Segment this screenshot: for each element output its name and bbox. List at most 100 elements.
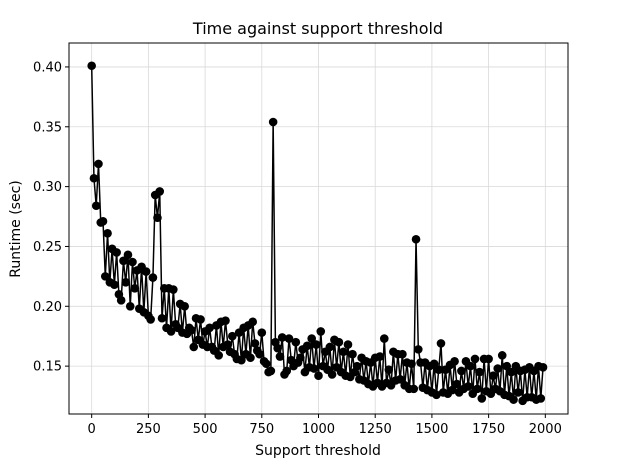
data-point [282, 366, 292, 376]
data-point [484, 354, 493, 364]
data-point [125, 301, 135, 311]
data-point [448, 385, 457, 395]
data-point [123, 250, 133, 260]
data-point [87, 61, 96, 71]
data-point [407, 359, 416, 369]
axes-ticks: 0 250 500 750 1000 1250 1500 1750 2000 0.15 0.20 0.… [33, 60, 562, 437]
data-point [348, 349, 357, 359]
data-point [450, 357, 459, 366]
data-point [497, 351, 507, 360]
data-point [314, 371, 323, 381]
y-tick-label: 0.20 [33, 300, 62, 315]
data-point [221, 316, 230, 325]
y-tick-label: 0.25 [33, 240, 62, 255]
x-tick-label: 1000 [302, 422, 335, 437]
data-point [466, 361, 475, 371]
data-point [309, 364, 319, 373]
data-point [94, 159, 103, 169]
data-point [375, 352, 385, 361]
data-point [146, 315, 155, 324]
y-tick-label: 0.30 [33, 180, 62, 195]
data-point [98, 217, 108, 226]
data-point [429, 359, 439, 369]
data-point [214, 351, 223, 360]
data-point [307, 334, 317, 343]
data-point [257, 328, 267, 337]
data-point [296, 353, 305, 363]
data-point [538, 363, 548, 372]
x-tick-label: 500 [193, 422, 218, 437]
data-point [237, 355, 246, 365]
data-point [432, 390, 441, 400]
data-point [411, 234, 421, 244]
data-point [228, 331, 237, 341]
data-point [148, 273, 158, 282]
data-point [513, 388, 523, 397]
data-point [128, 257, 137, 267]
data-point [509, 395, 518, 404]
data-point [255, 349, 264, 359]
data-point [275, 352, 285, 361]
data-point [153, 213, 162, 223]
x-tick-label: 1500 [415, 422, 448, 437]
data-point [100, 272, 110, 281]
data-point [457, 366, 466, 376]
data-point [352, 361, 362, 371]
data-point [266, 366, 276, 376]
data-point [166, 327, 176, 336]
data-point [291, 337, 301, 347]
data-point [103, 228, 112, 238]
x-tick-label: 2000 [529, 422, 562, 437]
x-tick-label: 1750 [472, 422, 505, 437]
data-point [277, 333, 287, 342]
data-point [302, 341, 312, 351]
data-point [316, 327, 326, 336]
data-point [112, 248, 121, 257]
data-point [327, 370, 337, 379]
data-point [472, 384, 482, 394]
data-point [273, 343, 282, 353]
y-axis-title: Runtime (sec) [8, 180, 24, 277]
data-point [130, 284, 140, 293]
data-point [384, 365, 394, 375]
data-point [223, 340, 233, 349]
data-point [507, 367, 516, 377]
data-series [87, 61, 548, 406]
x-tick-label: 0 [88, 422, 96, 437]
y-tick-label: 0.35 [33, 120, 62, 135]
data-point [343, 340, 353, 349]
data-point [470, 354, 480, 364]
data-point [110, 280, 119, 290]
chart-title: Time against support threshold [192, 19, 443, 38]
data-point [250, 339, 260, 348]
x-tick-label: 750 [249, 422, 274, 437]
data-point [89, 173, 99, 183]
data-point [180, 301, 189, 311]
data-point [414, 345, 423, 354]
data-point [379, 334, 389, 343]
data-point [196, 315, 205, 324]
data-point [409, 384, 419, 394]
data-point [141, 267, 151, 276]
data-point [398, 349, 407, 359]
data-point [452, 379, 462, 389]
data-point [121, 278, 130, 287]
data-point [311, 340, 321, 349]
data-point [477, 394, 487, 403]
data-point [248, 317, 258, 327]
x-tick-label: 250 [136, 422, 161, 437]
data-point [262, 359, 271, 369]
data-point [157, 313, 167, 323]
data-point [187, 325, 196, 335]
data-point [334, 337, 344, 347]
data-point [205, 323, 214, 333]
data-point [493, 364, 502, 373]
x-tick-label: 1250 [359, 422, 392, 437]
data-point [169, 285, 178, 294]
data-point [502, 361, 512, 371]
data-point [91, 201, 101, 211]
data-point [284, 334, 294, 343]
data-point [463, 382, 473, 391]
